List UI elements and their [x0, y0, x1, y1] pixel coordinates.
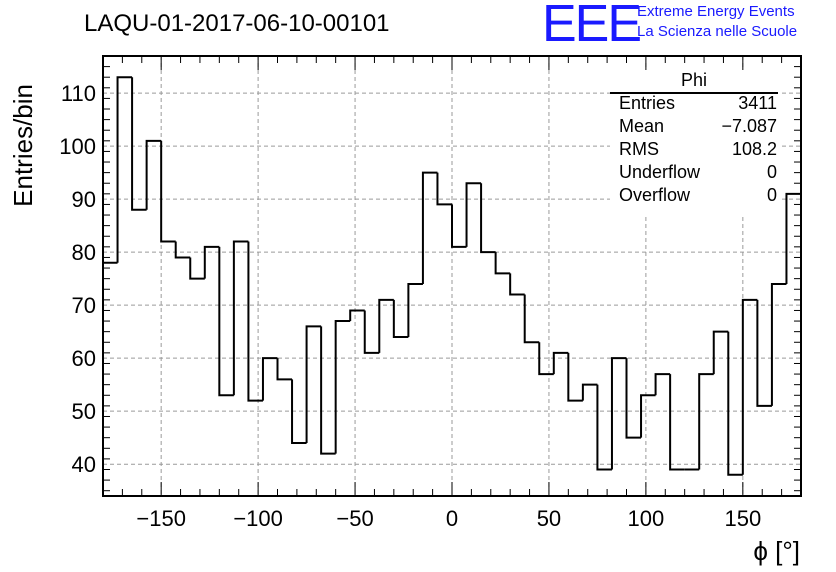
histogram-bin [727, 331, 743, 476]
histogram-bin [581, 383, 598, 401]
stats-key: RMS [619, 139, 659, 159]
x-axis-label: ϕ [°] [753, 536, 800, 566]
stats-value: 0 [766, 185, 777, 205]
x-tick-label: −50 [336, 506, 373, 531]
histogram-bin [102, 261, 118, 496]
histogram-bin [174, 241, 191, 259]
histogram-bin [392, 299, 409, 338]
x-tick-label: 150 [724, 506, 761, 531]
histogram-bin [770, 282, 787, 406]
histogram-bin [610, 357, 627, 470]
histogram-bin [334, 320, 351, 454]
stats-divider [610, 92, 778, 94]
histogram-bin [451, 204, 467, 248]
histogram-bin [189, 257, 205, 280]
histogram-bin [698, 373, 714, 470]
histogram-bin [378, 298, 394, 353]
stats-row-mean: Mean −7.087 [619, 116, 779, 138]
histogram-bin [349, 309, 365, 322]
histogram-bin [465, 182, 482, 247]
org-name-line1: Extreme Energy Events [637, 3, 795, 20]
histogram-bin [625, 358, 642, 439]
stats-key: Mean [619, 116, 665, 136]
histogram-bin [552, 351, 569, 375]
histogram-bin [218, 246, 234, 397]
stats-key: Overflow [619, 185, 691, 205]
stats-row-overflow: Overflow 0 [619, 185, 779, 207]
page-title: LAQU-01-2017-06-10-00101 [84, 10, 390, 37]
stats-value: 108.2 [731, 139, 777, 159]
x-tick-label: 100 [628, 506, 665, 531]
histogram-bin [261, 357, 278, 401]
y-tick-label: 70 [72, 293, 96, 318]
histogram-bin [160, 140, 176, 243]
stats-box: Phi Entries 3411 Mean −7.087 RMS 108.2 U… [610, 70, 780, 216]
histogram-bin [785, 192, 802, 496]
histogram-bin [407, 282, 423, 337]
y-tick-label: 110 [61, 81, 96, 106]
stats-title: Phi [680, 70, 707, 90]
histogram-bin [363, 310, 380, 354]
y-axis-label: Entries/bin [8, 84, 38, 207]
histogram-bin [654, 373, 671, 396]
histogram-bin [232, 240, 249, 396]
y-tick-label: 100 [59, 134, 96, 159]
histogram-bin [203, 245, 220, 279]
x-tick-label: −100 [233, 506, 283, 531]
org-name-line2: La Scienza nelle Scuole [637, 23, 798, 40]
axis-ticks [102, 55, 802, 496]
histogram-bin [276, 358, 293, 381]
histogram-bin [523, 294, 540, 344]
y-tick-label: 40 [72, 452, 96, 477]
stats-key: Underflow [619, 162, 701, 182]
histogram-bin [567, 352, 583, 402]
stats-row-entries: Entries 3411 [619, 93, 779, 115]
stats-value: 0 [766, 162, 777, 182]
x-tick-label: 50 [537, 506, 561, 531]
histogram-bin [131, 77, 147, 211]
histogram-bin [756, 299, 772, 407]
y-tick-label: 90 [72, 187, 96, 212]
histogram-bin [291, 379, 307, 444]
tick-labels: −150 −100 −50 0 50 100 150 40 50 60 70 80 90 100 110 [59, 81, 761, 531]
eee-logo: EEE [542, 0, 642, 53]
histogram-bin [596, 384, 612, 471]
histogram-bin [305, 325, 322, 443]
histogram-bin [145, 139, 162, 210]
x-tick-label: −150 [136, 506, 186, 531]
stats-row-underflow: Underflow 0 [619, 162, 779, 184]
histogram-bin [480, 183, 496, 254]
histogram-bin [509, 273, 525, 296]
histogram-bin [741, 298, 758, 475]
stats-row-rms: RMS 108.2 [619, 139, 779, 161]
histogram-bin [247, 241, 263, 402]
histogram-bin [421, 171, 438, 284]
histogram-bin [669, 374, 685, 471]
histogram-bin [640, 394, 656, 438]
x-tick-label: 0 [446, 506, 458, 531]
histogram-bin [436, 172, 452, 206]
histogram-bin [494, 252, 511, 275]
histogram-bin [712, 330, 729, 375]
histogram-bin [320, 326, 336, 455]
stats-value: −7.087 [721, 116, 777, 136]
histogram-bin [116, 76, 133, 263]
y-tick-label: 60 [72, 346, 96, 371]
stats-value: 3411 [738, 93, 777, 113]
histogram-bin [538, 342, 554, 376]
y-tick-label: 50 [72, 399, 96, 424]
stats-key: Entries [619, 93, 676, 113]
y-tick-label: 80 [72, 240, 96, 265]
